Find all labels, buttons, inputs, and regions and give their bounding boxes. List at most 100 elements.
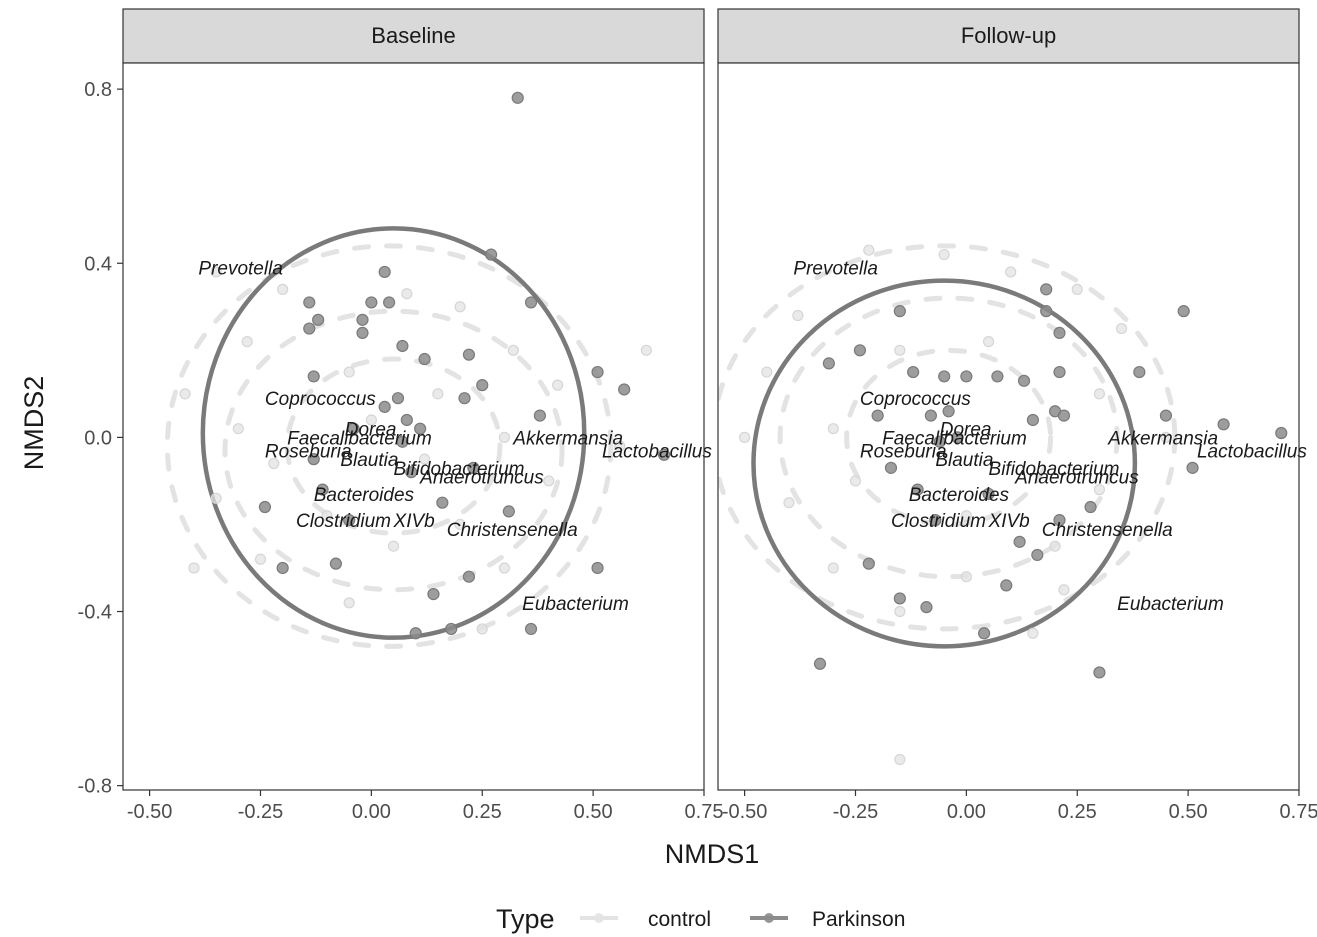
point-control [418,453,431,465]
point-control [365,414,377,426]
point-parkinson [347,422,360,435]
point-control [552,379,564,391]
point-parkinson [316,483,329,496]
genus-label: Clostridium [296,511,391,532]
point-parkinson [1031,548,1044,562]
point-parkinson [591,561,604,575]
point-parkinson [942,405,955,418]
genus-label: Anaerotruncus [419,468,544,489]
point-parkinson [1013,535,1026,548]
x-tick-label: 0.00 [947,801,986,823]
plot-background [718,63,1299,790]
point-control [241,336,253,348]
ellipse-parkinson [200,226,587,640]
point-control [1049,540,1061,552]
point-control [1071,283,1083,295]
genus-label: Bacteroides [909,485,1010,506]
point-parkinson [436,496,449,509]
genus-label: Lactobacillus [602,441,712,462]
point-control [783,497,795,509]
x-tick-label: -0.25 [833,801,879,823]
genus-label: Blautia [935,450,993,471]
point-control [827,562,839,574]
strip-follow-up [717,8,1300,64]
point-parkinson [303,322,316,335]
point-control [827,423,839,435]
ellipse-control [222,308,565,593]
point-control [268,457,280,470]
genus-label: Bacteroides [314,485,415,506]
point-parkinson [862,557,875,570]
point-parkinson [1053,513,1066,527]
x-tick-label: -0.25 [238,801,284,823]
genus-label: Lactobacillus [1197,441,1307,462]
point-parkinson [1017,374,1031,387]
plot-border [122,62,705,791]
point-control [849,475,862,487]
point-parkinson [1275,426,1288,440]
point-parkinson [924,409,937,422]
point-parkinson [378,400,391,414]
point-control [1093,388,1106,400]
point-parkinson [991,370,1004,383]
ellipse-control [164,243,614,649]
point-parkinson [418,352,431,366]
point-control [343,597,355,609]
point-control [1115,322,1128,335]
point-parkinson [1040,305,1053,318]
point-parkinson [400,413,413,427]
point-control [1093,484,1106,496]
point-control [543,475,555,487]
ellipse-control [844,347,1054,527]
point-control [739,431,751,443]
y-axis-title: NMDS2 [19,376,49,471]
point-parkinson [1084,500,1097,514]
genus-label: Roseburia [265,441,352,462]
point-parkinson [303,296,316,309]
point-parkinson [409,627,422,640]
genus-label: XIVb [988,511,1030,532]
point-control [960,510,972,522]
genus-label: Anaerotruncus [1014,468,1139,489]
point-control [179,388,191,400]
x-tick-label: 0.00 [352,801,391,823]
x-tick-label: 0.25 [463,801,502,823]
x-tick-label: 0.25 [1058,801,1097,823]
point-control [960,571,972,583]
point-parkinson [343,513,356,527]
plot-border [717,62,1300,791]
legend-label-parkinson: Parkinson [812,908,905,931]
point-control [498,562,511,574]
point-parkinson [356,313,369,326]
genus-label: Coprococcus [265,389,376,410]
genus-label: Clostridium [891,511,986,532]
point-parkinson [951,431,964,444]
point-parkinson [933,435,946,448]
point-control [432,388,444,400]
point-control [232,423,244,435]
genus-label: Prevotella [198,259,283,280]
point-parkinson [1093,666,1106,679]
point-parkinson [365,296,378,309]
genus-label: Christensenella [1042,520,1173,541]
legend-label-control: control [648,908,711,931]
strip-label: Baseline [371,23,455,48]
genus-label: Faecalibacterium [287,428,432,449]
point-control [498,431,511,443]
point-parkinson [591,365,604,379]
genus-label: Dorea [940,420,992,441]
point-control [894,605,906,618]
point-control [210,492,222,504]
point-parkinson [1186,461,1199,474]
point-control [761,366,773,378]
y-tick-label: 0.8 [84,79,112,101]
point-parkinson [1000,579,1013,592]
point-parkinson [1057,409,1071,422]
point-control [614,440,626,452]
point-parkinson [960,370,973,383]
legend-key-control [580,913,618,923]
point-parkinson [414,422,427,435]
point-parkinson [853,344,867,357]
point-parkinson [511,91,524,104]
